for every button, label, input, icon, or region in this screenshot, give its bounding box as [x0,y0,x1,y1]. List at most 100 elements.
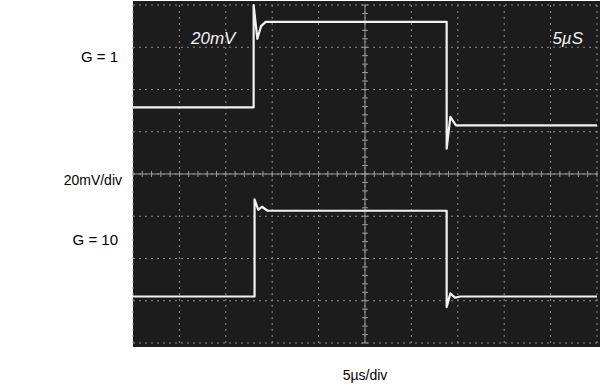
minor-tick [362,326,368,327]
minor-tick [362,157,368,158]
minor-tick [179,171,180,177]
grid-line-y [133,131,597,132]
minor-tick [188,171,189,177]
minor-tick [235,171,236,177]
minor-tick [327,171,328,177]
grid-line-y [133,5,597,6]
minor-tick [362,190,368,191]
minor-tick [457,171,458,177]
grid-line-x [318,5,319,343]
minor-tick [402,171,403,177]
minor-tick [337,171,338,177]
minor-tick [362,275,368,276]
minor-tick [272,171,273,177]
minor-tick [170,171,171,177]
grid-line-x [225,5,226,343]
minor-tick [362,123,368,124]
minor-tick [362,207,368,208]
y-axis-label: 20mV/div [64,172,122,188]
minor-tick [374,171,375,177]
minor-tick [362,131,368,132]
minor-tick [362,199,368,200]
trace-label: G = 10 [73,231,118,248]
grid-line-y [133,258,597,259]
minor-tick [362,233,368,234]
minor-tick [362,283,368,284]
minor-tick [522,171,523,177]
minor-tick [597,171,598,177]
minor-tick [494,171,495,177]
screen-volts-label: 20mV [190,29,237,48]
grid-line-y [133,300,597,301]
minor-tick [318,171,319,177]
grid-line-y [133,343,597,344]
minor-tick [362,241,368,242]
minor-tick [362,165,368,166]
minor-tick [262,171,263,177]
minor-tick [550,171,551,177]
minor-tick [362,13,368,14]
minor-tick [207,171,208,177]
trace [133,5,597,149]
minor-tick [362,174,368,175]
minor-tick [362,300,368,301]
minor-tick [362,114,368,115]
minor-tick [362,5,368,6]
minor-tick [467,171,468,177]
minor-tick [485,171,486,177]
grid-line-x [272,5,273,343]
minor-tick [362,266,368,267]
minor-tick [429,171,430,177]
minor-tick [383,171,384,177]
minor-tick [362,309,368,310]
minor-tick [281,171,282,177]
minor-tick [513,171,514,177]
minor-tick [362,38,368,39]
minor-tick [355,171,356,177]
minor-tick [362,334,368,335]
minor-tick [439,171,440,177]
minor-tick [362,30,368,31]
minor-tick [216,171,217,177]
grid-line-x [597,5,598,343]
minor-tick [362,182,368,183]
minor-tick [362,258,368,259]
minor-tick [362,250,368,251]
minor-tick [362,148,368,149]
minor-tick [362,216,368,217]
minor-tick [253,171,254,177]
scope-screen [133,1,600,347]
minor-tick [160,171,161,177]
minor-tick [362,81,368,82]
minor-tick [362,140,368,141]
grid-line-x [504,5,505,343]
minor-tick [362,106,368,107]
grid-line-y [133,174,597,175]
minor-tick [244,171,245,177]
minor-tick [133,171,134,177]
minor-tick [362,317,368,318]
minor-tick [541,171,542,177]
grid-line-x [411,5,412,343]
minor-tick [151,171,152,177]
screen-time-label: 5µS [552,29,583,48]
grid-line-y [133,89,597,90]
minor-tick [569,171,570,177]
minor-tick [578,171,579,177]
minor-tick [532,171,533,177]
grid-line-x [457,5,458,343]
minor-tick [476,171,477,177]
minor-tick [392,171,393,177]
grid-line-x [550,5,551,343]
minor-tick [362,224,368,225]
minor-tick [420,171,421,177]
minor-tick [290,171,291,177]
minor-tick [362,64,368,65]
minor-tick [362,292,368,293]
grid-line-y [133,216,597,217]
minor-tick [362,97,368,98]
minor-tick [362,89,368,90]
minor-tick [309,171,310,177]
minor-tick [300,171,301,177]
x-axis-label: 5µs/div [343,367,388,383]
